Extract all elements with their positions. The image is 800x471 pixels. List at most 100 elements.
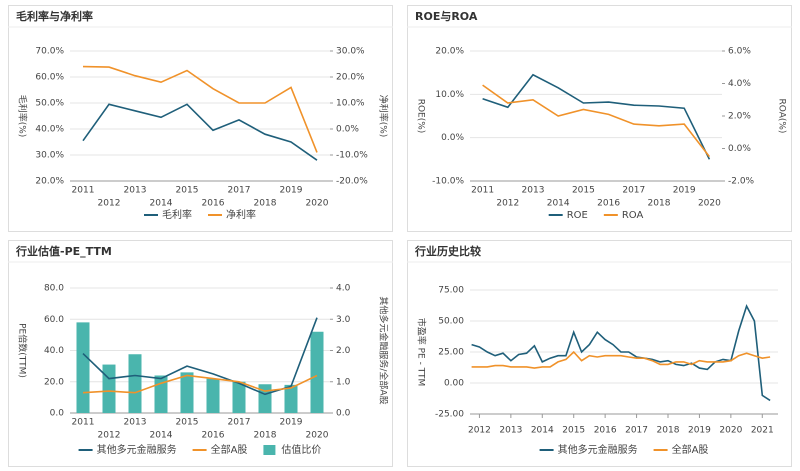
chart-panel: 行业历史比较 -25.00 0.00 25.00 50.00 75.00 市盈率 PE - … bbox=[407, 240, 792, 467]
chart-title: 行业历史比较 bbox=[414, 244, 481, 258]
x-tick-label: 2012 bbox=[98, 431, 121, 441]
y-tick-label: 30.0% bbox=[35, 151, 64, 161]
y-tick-label: 50.00 bbox=[438, 317, 464, 327]
x-tick-label: 2012 bbox=[468, 426, 491, 436]
x-tick-label: 2011 bbox=[72, 186, 95, 196]
x-tick-label: 2012 bbox=[496, 199, 519, 209]
x-tick-label: 2021 bbox=[751, 426, 774, 436]
x-tick-label: 2019 bbox=[673, 186, 696, 196]
y-tick-label: 60.0 bbox=[44, 315, 64, 325]
x-tick-label: 2016 bbox=[202, 431, 225, 441]
bar bbox=[258, 384, 272, 413]
panel-border bbox=[407, 5, 792, 232]
legend-label: 其他多元金融服务 bbox=[97, 443, 177, 456]
legend-label: 全部A股 bbox=[672, 443, 709, 456]
y2-tick-label: 0.0% bbox=[336, 125, 359, 135]
x-tick-label: 2011 bbox=[471, 186, 494, 196]
y-tick-label: 80.0 bbox=[44, 284, 64, 294]
y-tick-label: -10.0% bbox=[432, 177, 464, 187]
y2-tick-label: 0.0 bbox=[336, 409, 351, 419]
x-tick-label: 2014 bbox=[150, 431, 173, 441]
x-tick-label: 2013 bbox=[522, 186, 545, 196]
x-tick-label: 2019 bbox=[280, 418, 303, 428]
legend-label: 全部A股 bbox=[211, 443, 248, 456]
series-line bbox=[482, 73, 711, 160]
x-tick-label: 2014 bbox=[531, 426, 554, 436]
bar bbox=[180, 372, 194, 413]
chart-panel: 毛利率与净利率 20.0% 30.0% 40.0% 50.0% 60.0% 70.0% -20… bbox=[8, 5, 393, 232]
x-tick-label: 2013 bbox=[124, 418, 147, 428]
x-tick-label: 2017 bbox=[228, 418, 251, 428]
y-tick-label: 0.00 bbox=[444, 379, 464, 389]
y-tick-label: 0.0% bbox=[441, 133, 464, 143]
x-tick-label: 2019 bbox=[688, 426, 711, 436]
bar bbox=[232, 381, 246, 413]
y2-tick-label: 10.0% bbox=[336, 99, 365, 109]
series-line bbox=[82, 374, 318, 394]
x-tick-label: 2017 bbox=[625, 426, 648, 436]
x-tick-label: 2011 bbox=[72, 418, 95, 428]
chart-title: 毛利率与净利率 bbox=[16, 9, 93, 23]
chart-title: 行业估值-PE_TTM bbox=[15, 244, 112, 258]
x-tick-label: 2018 bbox=[657, 426, 680, 436]
y-tick-label: 20.0% bbox=[435, 47, 464, 57]
legend: 其他多元金融服务 全部A股 估值比价 bbox=[78, 443, 321, 456]
y-tick-label: 0.0 bbox=[50, 409, 65, 419]
y2-tick-label: 2.0 bbox=[336, 346, 351, 356]
x-tick-label: 2014 bbox=[150, 199, 173, 209]
y-axis-label: ROE(%) bbox=[416, 99, 426, 134]
bar bbox=[76, 322, 90, 413]
y-tick-label: 50.0% bbox=[35, 99, 64, 109]
x-tick-label: 2017 bbox=[622, 186, 645, 196]
legend: 其他多元金融服务 全部A股 bbox=[539, 443, 709, 456]
series-line bbox=[471, 350, 771, 369]
y2-tick-label: 4.0 bbox=[336, 284, 351, 294]
y-axis-label: 市盈率 PE - TTM bbox=[416, 318, 428, 387]
x-tick-label: 2015 bbox=[572, 186, 595, 196]
y-tick-label: 20.0% bbox=[35, 177, 64, 187]
x-tick-label: 2013 bbox=[499, 426, 522, 436]
y2-tick-label: 3.0 bbox=[336, 315, 351, 325]
y2-axis-label: 净利率(%) bbox=[378, 95, 390, 138]
y-tick-label: 40.0% bbox=[35, 125, 64, 135]
y-tick-label: 75.00 bbox=[438, 286, 464, 296]
y-tick-label: 40.0 bbox=[44, 346, 64, 356]
panel-border bbox=[407, 240, 792, 467]
y-tick-label: 10.0% bbox=[435, 90, 464, 100]
y2-axis-label: 其他多元金融服务/全部A股 bbox=[378, 296, 390, 404]
y2-tick-label: 1.0 bbox=[336, 377, 351, 387]
series-line bbox=[482, 84, 711, 158]
bar bbox=[206, 378, 220, 413]
legend: ROE ROA bbox=[548, 210, 643, 221]
series-line bbox=[471, 304, 771, 402]
bar bbox=[128, 354, 142, 413]
y2-tick-label: -10.0% bbox=[336, 151, 368, 161]
y-tick-label: 60.0% bbox=[35, 73, 64, 83]
y2-tick-label: -20.0% bbox=[336, 177, 368, 187]
bar bbox=[102, 364, 116, 413]
x-tick-label: 2017 bbox=[228, 186, 251, 196]
x-tick-label: 2018 bbox=[254, 199, 277, 209]
x-tick-label: 2016 bbox=[202, 199, 225, 209]
legend-label: 毛利率 bbox=[162, 208, 192, 221]
legend: 毛利率 净利率 bbox=[144, 208, 256, 221]
y-tick-label: 70.0% bbox=[35, 47, 64, 57]
bar bbox=[284, 384, 298, 413]
x-tick-label: 2015 bbox=[176, 418, 199, 428]
y2-tick-label: 0.0% bbox=[728, 144, 751, 154]
chart-panel: 行业估值-PE_TTM 0.0 20.0 40.0 60.0 80.0 0.0 1.0 2.0 3… bbox=[8, 240, 393, 467]
x-tick-label: 2015 bbox=[562, 426, 585, 436]
y-axis-label: 毛利率(%) bbox=[17, 95, 29, 138]
x-tick-label: 2019 bbox=[280, 186, 303, 196]
x-tick-label: 2020 bbox=[698, 199, 721, 209]
x-tick-label: 2016 bbox=[597, 199, 620, 209]
x-tick-label: 2018 bbox=[648, 199, 671, 209]
chart-title: ROE与ROA bbox=[415, 10, 478, 23]
y2-tick-label: -2.0% bbox=[728, 177, 755, 187]
legend-swatch bbox=[263, 445, 276, 455]
series-line bbox=[82, 65, 318, 153]
y2-axis-label: ROA(%) bbox=[777, 99, 787, 134]
legend-label: 净利率 bbox=[226, 208, 256, 221]
x-tick-label: 2013 bbox=[124, 186, 147, 196]
